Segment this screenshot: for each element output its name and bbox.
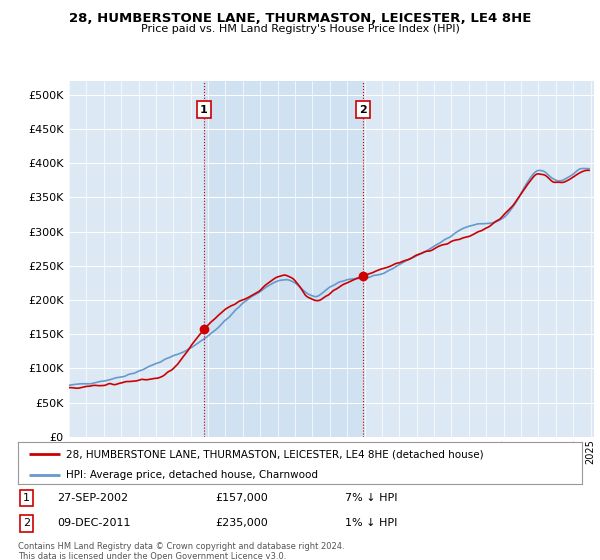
Text: £235,000: £235,000 xyxy=(215,519,268,529)
Text: 2: 2 xyxy=(23,519,30,529)
Bar xyxy=(204,81,363,437)
Text: 27-SEP-2002: 27-SEP-2002 xyxy=(58,493,128,503)
Text: Contains HM Land Registry data © Crown copyright and database right 2024.
This d: Contains HM Land Registry data © Crown c… xyxy=(18,542,344,560)
Text: 1: 1 xyxy=(23,493,30,503)
Text: 28, HUMBERSTONE LANE, THURMASTON, LEICESTER, LE4 8HE: 28, HUMBERSTONE LANE, THURMASTON, LEICES… xyxy=(69,12,531,25)
Text: 1: 1 xyxy=(200,105,208,115)
Text: 2: 2 xyxy=(359,105,367,115)
Text: 28, HUMBERSTONE LANE, THURMASTON, LEICESTER, LE4 8HE (detached house): 28, HUMBERSTONE LANE, THURMASTON, LEICES… xyxy=(66,449,484,459)
Text: £157,000: £157,000 xyxy=(215,493,268,503)
Text: 09-DEC-2011: 09-DEC-2011 xyxy=(58,519,131,529)
Text: 1% ↓ HPI: 1% ↓ HPI xyxy=(345,519,397,529)
Text: 7% ↓ HPI: 7% ↓ HPI xyxy=(345,493,398,503)
Text: HPI: Average price, detached house, Charnwood: HPI: Average price, detached house, Char… xyxy=(66,470,318,480)
Text: Price paid vs. HM Land Registry's House Price Index (HPI): Price paid vs. HM Land Registry's House … xyxy=(140,24,460,34)
